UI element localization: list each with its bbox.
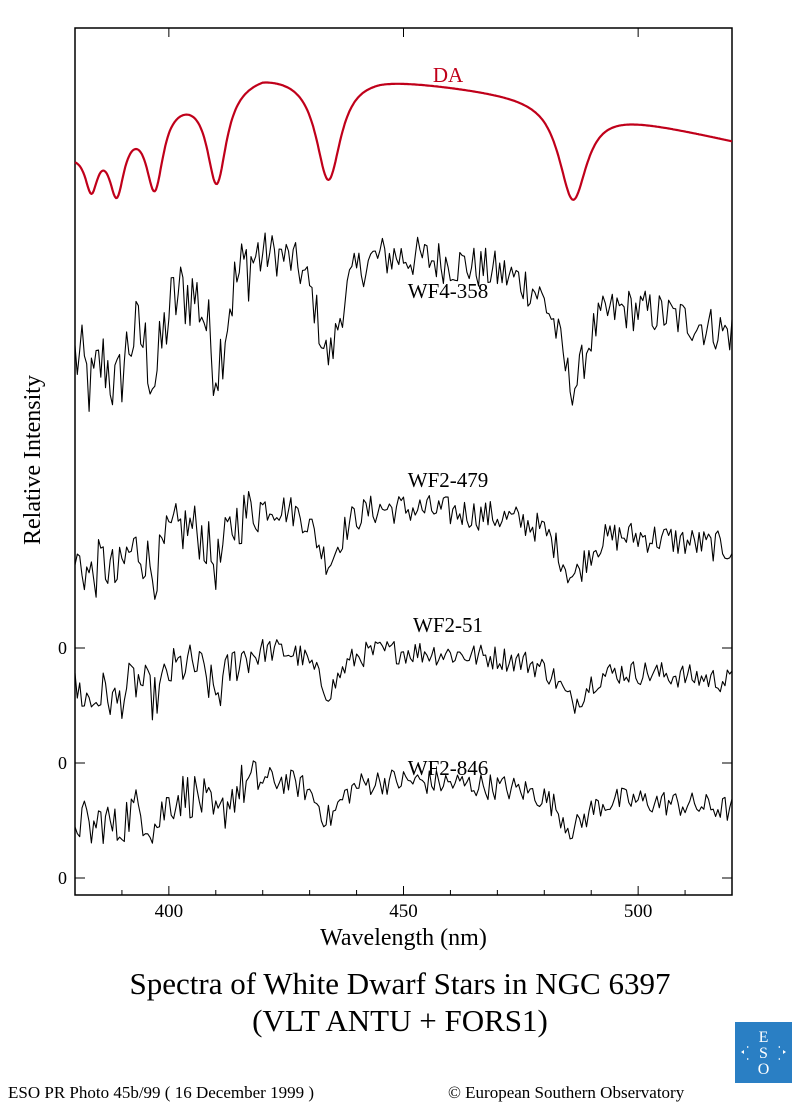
zero-label: 0 (58, 868, 67, 888)
photo-credit: ESO PR Photo 45b/99 ( 16 December 1999 ) (8, 1083, 314, 1102)
x-tick-label: 400 (155, 901, 184, 922)
plot-frame (74, 27, 733, 896)
zero-label: 0 (58, 638, 67, 658)
x-tick-label: 500 (624, 901, 653, 922)
svg-text:O: O (758, 1061, 770, 1078)
chart-subtitle: (VLT ANTU + FORS1) (252, 1003, 548, 1038)
series-label: WF2-479 (408, 468, 489, 492)
series-labels: DA WF4-358 WF2-479 WF2-51 WF2-846 (408, 63, 489, 780)
series-label: WF2-846 (408, 756, 489, 780)
plot-frame-rect (74, 27, 733, 896)
svg-text:E: E (759, 1029, 769, 1046)
x-axis-label: Wavelength (nm) (320, 925, 487, 951)
svg-text:S: S (759, 1045, 768, 1062)
series-label: WF4-358 (408, 279, 489, 303)
series-label: WF2-51 (413, 613, 483, 637)
chart-title: Spectra of White Dwarf Stars in NGC 6397 (129, 966, 671, 1001)
series-line-wf2-846 (74, 760, 733, 844)
x-tick-label: 450 (389, 901, 418, 922)
series-group (74, 81, 733, 844)
eso-logo-icon: E S O (741, 1029, 786, 1078)
axes: 400 450 500 Wavelength (nm) Relative Intensi… (20, 28, 733, 951)
series-label: DA (433, 63, 464, 87)
series-line-da (74, 81, 733, 201)
series-line-wf2-479 (74, 490, 733, 600)
y-axis-label: Relative Intensity (20, 375, 46, 545)
eso-logo: E S O (735, 1022, 792, 1083)
copyright-credit: © European Southern Observatory (448, 1083, 685, 1102)
series-line-wf2-51 (74, 638, 733, 721)
series-line-wf4-358 (74, 232, 733, 412)
zero-label: 0 (58, 753, 67, 773)
